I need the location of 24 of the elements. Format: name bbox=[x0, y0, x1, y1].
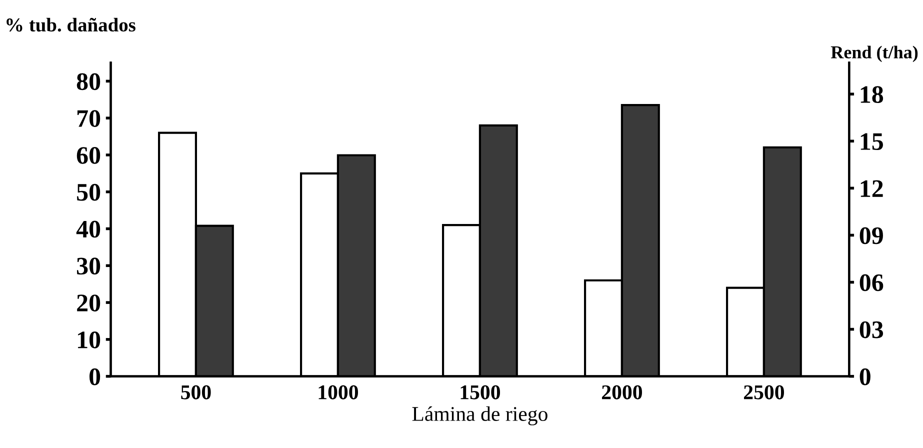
y-tick-label: 20 bbox=[77, 294, 100, 312]
y-tick-label: 80 bbox=[76, 73, 100, 90]
y-tick-label: 40 bbox=[76, 220, 100, 238]
y-tick-label: 60 bbox=[76, 147, 100, 164]
y-tick-label: 50 bbox=[77, 184, 100, 201]
y2-tick-label: 09 bbox=[860, 227, 883, 244]
x-tick-label: 1000 bbox=[318, 385, 358, 400]
x-tick-label: 500 bbox=[181, 385, 211, 400]
y2-tick-label: 12 bbox=[860, 180, 883, 197]
y-tick-label: 0 bbox=[89, 368, 100, 386]
y2-tick-label: 06 bbox=[860, 274, 884, 292]
x-tick-label: 2000 bbox=[602, 385, 642, 400]
y-tick-label: 30 bbox=[76, 258, 100, 275]
y-tick-label: 10 bbox=[78, 331, 100, 348]
x-tick-label: 2500 bbox=[744, 385, 784, 400]
y2-tick-label: 15 bbox=[860, 133, 883, 150]
x-tick-label: 1500 bbox=[460, 385, 500, 400]
y2-axis-title: Rend (t/ha) bbox=[830, 46, 918, 62]
x-axis-title: Lámina de riego bbox=[412, 406, 548, 426]
y2-tick-label: 18 bbox=[860, 86, 884, 103]
y-tick-label: 70 bbox=[77, 110, 100, 127]
y-axis-title: % tub. dañados bbox=[6, 18, 136, 32]
y2-tick-label: 03 bbox=[860, 321, 884, 338]
y2-tick-label: 0 bbox=[860, 368, 870, 386]
